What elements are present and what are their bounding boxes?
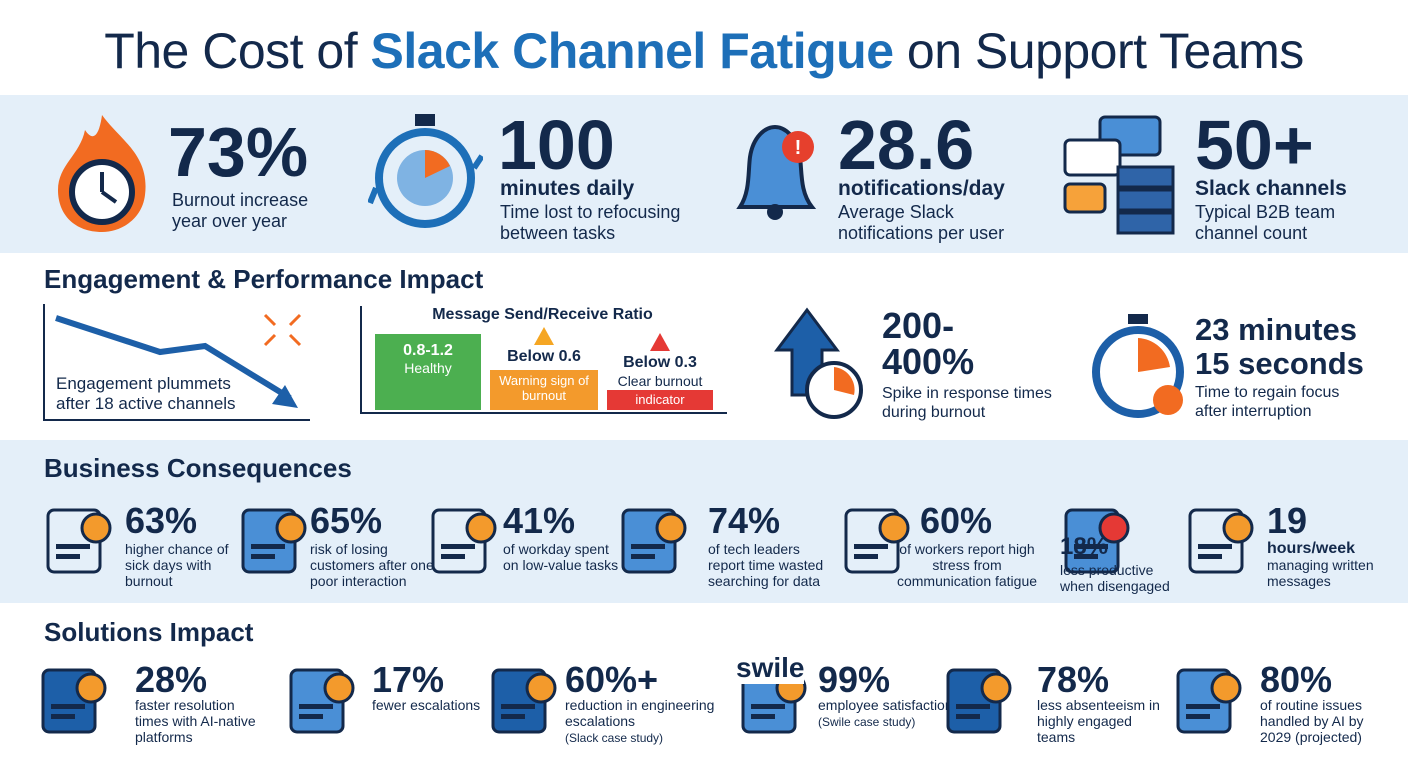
item-icon [621, 508, 687, 574]
item-value: 28% [135, 659, 208, 700]
item-label: higher chance of sick days with burnout [125, 541, 229, 589]
ratio-bar: Warning sign of burnout [490, 370, 598, 410]
item-value: 99% [818, 659, 891, 700]
item-icon [241, 508, 307, 574]
item-icon [844, 508, 910, 574]
item-icon [491, 668, 557, 734]
item-value: 60%+ [565, 659, 659, 700]
title: The Cost of Slack Channel Fatigue on Sup… [0, 22, 1408, 80]
ratio-chart [360, 306, 727, 414]
title-pre: The Cost of [104, 23, 371, 79]
stat-label: Burnout increase year over year [172, 190, 309, 231]
stat-sub: minutes daily [500, 177, 635, 200]
stat-sub: notifications/day [838, 177, 1005, 200]
focus-value: 23 minutes 15 seconds [1195, 312, 1364, 381]
item-value: 60% [920, 500, 993, 541]
item-label: fewer escalations [372, 697, 481, 713]
item-label: faster resolution times with AI-native p… [135, 697, 256, 745]
item-label: managing written messages [1267, 557, 1374, 589]
ratio-label: Clear burnout [617, 373, 703, 389]
svg-text:!: ! [795, 137, 802, 159]
ratio-range: Below 0.6 [507, 348, 581, 365]
item-value: 63% [125, 500, 198, 541]
item-note: (Swile case study) [818, 715, 916, 729]
stat-value: 100 [498, 106, 615, 184]
stat-label: Average Slack notifications per user [838, 202, 1005, 243]
stat-value: 73% [168, 113, 309, 191]
ratio-range: 0.8-1.2 [403, 342, 453, 359]
item-icon [41, 668, 107, 734]
item-value: 78% [1037, 659, 1110, 700]
item-value: 80% [1260, 659, 1333, 700]
item-icon [289, 668, 355, 734]
item-icon [431, 508, 497, 574]
item-value: 65% [310, 500, 383, 541]
focus-stopwatch-icon [1092, 314, 1184, 418]
ratio-title: Message Send/Receive Ratio [432, 306, 653, 323]
ratio-bar: indicator [607, 390, 713, 410]
item-icon [946, 668, 1012, 734]
title-highlight: Slack Channel Fatigue [370, 23, 894, 79]
item-icon [1188, 508, 1254, 574]
item-label: less absenteeism in highly engaged teams [1037, 697, 1160, 745]
section-title: Business Consequences [44, 453, 352, 483]
trend-chart [43, 304, 310, 421]
item-sub: hours/week [1267, 540, 1356, 557]
channels-icon [1063, 115, 1175, 235]
focus-label: Time to regain focus after interruption [1195, 384, 1340, 420]
item-icon [1064, 508, 1130, 574]
trend-label: Engagement plummets after 18 active chan… [56, 374, 236, 413]
stat-value: 28.6 [838, 106, 975, 184]
title-post: on Support Teams [893, 23, 1304, 79]
stat-label: Time lost to refocusing between tasks [500, 202, 681, 243]
item-label: employee satisfaction [818, 697, 953, 713]
item-label: risk of losing customers after one poor … [310, 541, 434, 589]
ratio-range: Below 0.3 [623, 354, 697, 371]
stat-value: 50+ [1195, 106, 1314, 184]
item-label: of tech leaders report time wasted searc… [708, 541, 824, 589]
item-label: of workday spent on low-value tasks [503, 541, 619, 573]
fire-clock-icon [58, 115, 146, 232]
item-label: of routine issues handled by AI by 2029 … [1260, 697, 1364, 745]
spike-icon [774, 307, 863, 419]
warning-icon [534, 327, 554, 345]
spike-value: 200-400% [882, 305, 975, 382]
item-value: 74% [708, 500, 781, 541]
band [0, 440, 1408, 603]
warning-icon [650, 333, 670, 351]
item-value: 41% [503, 500, 576, 541]
item-value: 19 [1267, 500, 1308, 541]
ratio-bar: 0.8-1.2 Healthy [375, 334, 481, 410]
item-label: reduction in engineering escalations [565, 697, 715, 729]
item-label: of workers report high stress from commu… [896, 541, 1038, 589]
stat-label: Typical B2B team channel count [1195, 202, 1336, 243]
item-value: 18% [1060, 533, 1109, 560]
bell-icon: ! [736, 124, 817, 220]
logo: swile [736, 652, 805, 684]
section-title: Engagement & Performance Impact [44, 264, 484, 294]
item-value: 17% [372, 659, 445, 700]
spike-label: Spike in response times during burnout [882, 385, 1052, 421]
ratio-label: Healthy [404, 360, 452, 376]
item-label: less productive when disengaged [1060, 562, 1170, 594]
item-icon [1176, 668, 1242, 734]
section-title: Solutions Impact [44, 617, 254, 647]
stat-sub: Slack channels [1195, 177, 1347, 200]
item-note: (Slack case study) [565, 731, 664, 745]
item-icon [46, 508, 112, 574]
stopwatch-brain-icon [368, 114, 483, 228]
